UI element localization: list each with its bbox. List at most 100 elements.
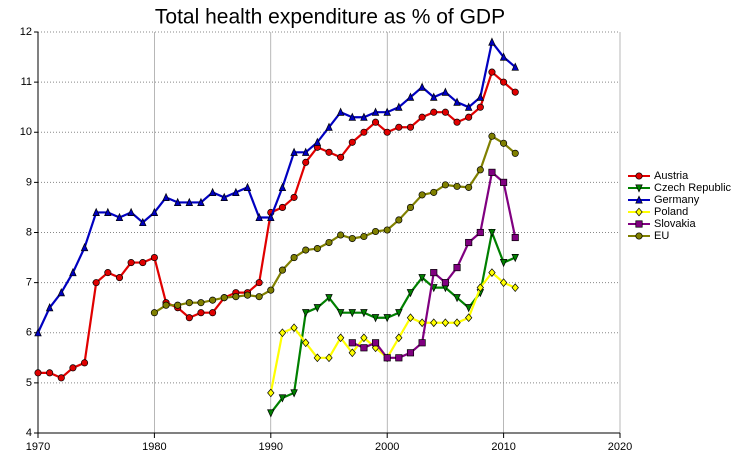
legend-label: Germany <box>654 194 700 206</box>
marker <box>220 294 228 302</box>
marker <box>395 216 403 224</box>
marker <box>488 168 496 176</box>
marker <box>360 333 368 343</box>
marker <box>395 333 403 343</box>
marker <box>92 279 100 287</box>
marker <box>441 279 449 287</box>
legend-label: Austria <box>654 170 689 182</box>
marker <box>441 108 449 116</box>
marker <box>325 238 333 247</box>
legend-label: Czech Republic <box>654 182 732 194</box>
marker <box>430 318 438 328</box>
marker <box>57 374 65 382</box>
legend-label: Poland <box>654 206 688 218</box>
marker <box>488 37 496 46</box>
marker <box>372 227 380 236</box>
marker <box>325 294 333 303</box>
y-tick-label: 12 <box>20 26 32 38</box>
y-tick-label: 4 <box>26 427 32 439</box>
marker <box>173 197 182 206</box>
marker <box>302 338 310 348</box>
marker <box>104 269 112 277</box>
line <box>153 134 516 314</box>
marker <box>406 313 415 323</box>
marker <box>430 269 438 277</box>
marker <box>476 103 484 111</box>
marker <box>453 318 461 328</box>
marker <box>511 88 519 96</box>
marker <box>139 259 147 267</box>
marker <box>488 228 496 238</box>
line <box>351 170 517 359</box>
marker <box>360 112 368 121</box>
marker <box>372 118 380 126</box>
chart-title: Total health expenditure as % of GDP <box>155 6 505 29</box>
marker <box>464 304 473 313</box>
marker <box>465 313 473 323</box>
marker <box>150 309 158 317</box>
marker <box>371 314 380 323</box>
series <box>34 68 519 382</box>
marker <box>115 274 124 282</box>
marker <box>372 339 380 347</box>
marker <box>348 112 357 121</box>
marker <box>500 139 508 147</box>
line <box>37 39 516 334</box>
marker <box>511 149 519 157</box>
y-tick-label: 5 <box>26 377 32 389</box>
marker <box>46 369 54 377</box>
marker <box>278 394 287 403</box>
marker <box>115 212 124 222</box>
marker <box>465 183 473 191</box>
marker <box>635 195 643 204</box>
marker <box>464 102 473 111</box>
marker <box>337 153 345 161</box>
marker <box>313 353 322 363</box>
marker <box>150 207 159 216</box>
marker <box>635 220 643 228</box>
y-tick-label: 9 <box>26 176 32 188</box>
marker <box>69 267 77 277</box>
marker <box>57 288 66 297</box>
marker <box>476 166 484 174</box>
line <box>269 271 516 394</box>
marker <box>301 309 310 318</box>
marker <box>104 207 112 216</box>
grid: 4 5 6 7 8 9 10 11 12 1970 1980 1990 2000 2010 2020 <box>20 26 632 453</box>
marker <box>197 197 205 206</box>
marker <box>383 354 391 362</box>
marker <box>499 278 508 287</box>
marker <box>45 303 54 312</box>
marker <box>383 314 391 323</box>
marker <box>325 353 333 363</box>
marker <box>348 234 356 243</box>
marker <box>499 259 508 268</box>
x-tick-label: 1990 <box>259 441 283 453</box>
marker <box>197 299 205 307</box>
marker <box>348 339 356 347</box>
marker <box>383 226 391 234</box>
marker <box>430 92 438 101</box>
marker <box>406 123 415 131</box>
marker <box>500 178 508 186</box>
marker <box>290 323 298 333</box>
marker <box>255 293 263 301</box>
marker <box>336 333 345 343</box>
legend-label: EU <box>654 230 669 242</box>
y-tick-label: 7 <box>26 277 32 289</box>
marker <box>185 197 194 206</box>
marker <box>635 172 643 180</box>
marker <box>406 92 415 101</box>
marker <box>488 268 496 277</box>
line <box>38 70 516 380</box>
x-tick-label: 1980 <box>142 441 166 453</box>
y-tick-label: 11 <box>21 76 32 88</box>
marker <box>243 291 252 299</box>
marker <box>336 107 345 116</box>
marker <box>418 339 426 347</box>
marker <box>395 123 403 131</box>
marker <box>34 369 42 377</box>
marker <box>313 137 322 146</box>
marker <box>465 238 473 247</box>
